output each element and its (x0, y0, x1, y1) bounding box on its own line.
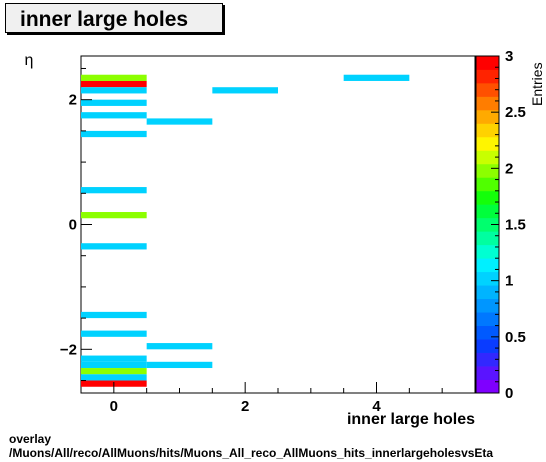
y-tick-label: 2 (69, 92, 77, 109)
palette-swatch (476, 190, 499, 205)
palette-swatch (476, 69, 499, 84)
palette-tick-label: 2 (505, 160, 513, 177)
palette-swatch (476, 325, 499, 340)
heatmap-bin (81, 74, 147, 81)
palette-swatch (476, 271, 499, 286)
palette-swatch (476, 123, 499, 138)
palette-tick-label: 1.5 (505, 217, 526, 234)
heatmap-bin (146, 343, 213, 350)
heatmap-bin (81, 374, 147, 381)
heatmap-bin (146, 118, 213, 125)
plot-frame (80, 55, 476, 394)
title-box: inner large holes (5, 3, 223, 33)
palette-swatch (476, 163, 499, 178)
heatmap-bin (81, 368, 147, 375)
y-axis-label: η (25, 52, 34, 69)
heatmap-bin (212, 87, 278, 94)
z-axis-label: Entries (529, 62, 545, 106)
palette-tick-label: 0 (505, 385, 513, 402)
palette-swatch (476, 177, 499, 192)
y-tick-label: −2 (60, 341, 77, 358)
x-tick-label: 4 (372, 398, 381, 415)
palette-swatch (476, 339, 499, 353)
palette-swatch (476, 150, 499, 165)
heatmap-bin (81, 212, 147, 219)
footer-path: /Muons/All/reco/AllMuons/hits/Muons_All_… (9, 446, 494, 460)
heatmap-bin (81, 130, 147, 138)
x-tick-label: 0 (110, 398, 118, 415)
palette-swatch (476, 298, 499, 313)
palette-swatch (476, 217, 499, 232)
palette-swatch (476, 258, 499, 273)
palette-swatch (476, 312, 499, 326)
footer-overlay-label: overlay (9, 432, 52, 446)
palette-swatch (476, 352, 499, 367)
palette-swatch (476, 244, 499, 259)
heatmap-bin (81, 80, 147, 88)
palette-tick-label: 1 (505, 273, 513, 290)
heatmap-bin (343, 74, 410, 81)
color-palette: 0 0.5 1 1.5 2 2.5 3 (475, 48, 526, 402)
palette-swatch (476, 231, 499, 246)
palette-tick-label: 0.5 (505, 329, 526, 346)
palette-tick-label: 2.5 (505, 104, 526, 121)
heatmap-bin (81, 355, 147, 362)
heatmap-bin (81, 99, 147, 106)
x-tick-label: 2 (241, 398, 249, 415)
palette-swatch (476, 109, 499, 124)
palette-swatch (476, 56, 499, 70)
x-axis-label: inner large holes (347, 411, 475, 428)
heatmap-bin (81, 243, 147, 250)
palette-swatch (476, 82, 499, 97)
heatmap-bin (81, 311, 147, 319)
axes: 0 2 4 −2 0 2 (60, 67, 476, 415)
heatmap-bin (81, 87, 147, 94)
palette-tick-label: 3 (505, 48, 513, 65)
heatmap-bin (81, 112, 147, 119)
y-tick-label: 0 (69, 217, 77, 234)
heatmap-bin (81, 330, 147, 337)
palette-swatch (476, 136, 499, 151)
palette-swatch (476, 379, 499, 394)
palette-swatch (476, 366, 499, 380)
chart-title: inner large holes (20, 8, 189, 31)
palette-swatch (476, 96, 499, 111)
heatmap-bin (81, 187, 147, 194)
palette-swatch (476, 285, 499, 300)
heatmap-bin (81, 361, 147, 369)
heatmap-bin (146, 361, 213, 369)
palette-swatch (476, 204, 499, 219)
